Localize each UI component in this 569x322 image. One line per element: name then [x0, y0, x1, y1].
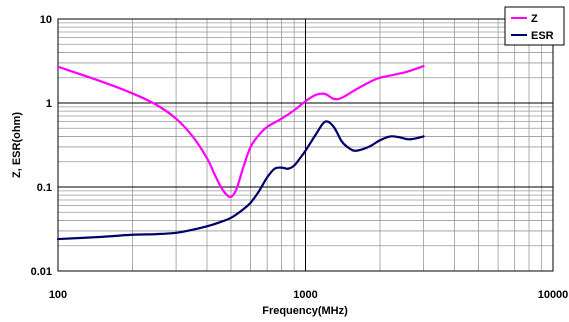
y-tick-label: 10 [40, 14, 52, 26]
x-tick-label: 1000 [293, 289, 317, 301]
series-line-esr [56, 120, 425, 241]
major-grid-lines [58, 19, 553, 271]
y-tick-label: 0.01 [31, 266, 52, 278]
legend-label-esr: ESR [531, 30, 554, 42]
y-axis-title: Z, ESR(ohm) [11, 112, 23, 178]
x-tick-label: 100 [49, 289, 67, 301]
y-tick-label: 0.1 [37, 182, 52, 194]
legend-box [504, 6, 565, 46]
tick-labels: 100 1000 10000 10 1 0.1 0.01 [31, 14, 569, 301]
y-tick-label: 1 [46, 98, 52, 110]
series-layer [56, 65, 425, 241]
x-axis-title: Frequency(MHz) [262, 305, 348, 317]
legend: Z ESR [504, 6, 565, 46]
series-line-z [56, 65, 425, 199]
legend-label-z: Z [531, 13, 538, 25]
x-tick-label: 10000 [538, 289, 569, 301]
